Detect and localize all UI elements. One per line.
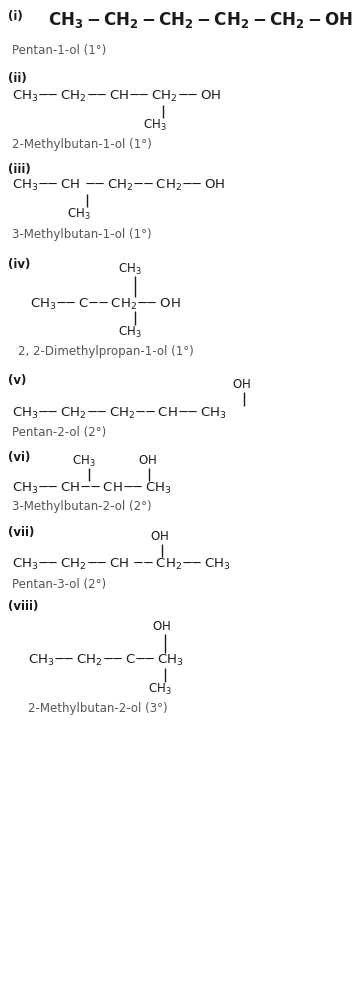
Text: $\mathrm{OH}$: $\mathrm{OH}$ (152, 620, 171, 633)
Text: $\mathrm{CH_3{-\!\!-}CH{-\!\!-}CH{-\!\!-}CH_3}$: $\mathrm{CH_3{-\!\!-}CH{-\!\!-}CH{-\!\!-… (12, 481, 172, 496)
Text: Pentan-1-ol (1°): Pentan-1-ol (1°) (12, 44, 106, 57)
Text: $\mathrm{OH}$: $\mathrm{OH}$ (150, 530, 169, 543)
Text: $\mathrm{CH_3}$: $\mathrm{CH_3}$ (118, 325, 142, 341)
Text: $\mathrm{CH_3}$: $\mathrm{CH_3}$ (148, 682, 172, 697)
Text: $\mathrm{CH_3{-\!\!-}CH_2{-\!\!-}CH{-\!\!-}CH_2{-\!\!-}OH}$: $\mathrm{CH_3{-\!\!-}CH_2{-\!\!-}CH{-\!\… (12, 89, 221, 104)
Text: $\mathrm{CH_3}$: $\mathrm{CH_3}$ (118, 262, 142, 277)
Text: (iii): (iii) (8, 163, 31, 176)
Text: (i): (i) (8, 10, 23, 23)
Text: (vi): (vi) (8, 451, 30, 464)
Text: (v): (v) (8, 374, 26, 387)
Text: 3-Methylbutan-2-ol (2°): 3-Methylbutan-2-ol (2°) (12, 500, 152, 513)
Text: $\mathbf{CH_3-CH_2-CH_2-CH_2-CH_2-OH}$: $\mathbf{CH_3-CH_2-CH_2-CH_2-CH_2-OH}$ (48, 10, 353, 30)
Text: 3-Methylbutan-1-ol (1°): 3-Methylbutan-1-ol (1°) (12, 228, 152, 241)
Text: Pentan-3-ol (2°): Pentan-3-ol (2°) (12, 578, 106, 591)
Text: $\mathrm{CH_3{-\!\!-}CH\ {-\!\!-}CH_2{-\!\!-}CH_2{-\!\!-}OH}$: $\mathrm{CH_3{-\!\!-}CH\ {-\!\!-}CH_2{-\… (12, 178, 226, 193)
Text: (vii): (vii) (8, 526, 34, 539)
Text: (viii): (viii) (8, 600, 38, 613)
Text: 2-Methylbutan-2-ol (3°): 2-Methylbutan-2-ol (3°) (28, 702, 168, 715)
Text: $\mathrm{CH_3}$: $\mathrm{CH_3}$ (67, 207, 91, 222)
Text: Pentan-2-ol (2°): Pentan-2-ol (2°) (12, 426, 106, 439)
Text: $\mathrm{CH_3}$: $\mathrm{CH_3}$ (72, 454, 96, 469)
Text: $\mathrm{OH}$: $\mathrm{OH}$ (232, 378, 251, 391)
Text: $\mathrm{CH_3{-\!\!-}CH_2{-\!\!-}C{-\!\!-}CH_3}$: $\mathrm{CH_3{-\!\!-}CH_2{-\!\!-}C{-\!\!… (28, 653, 184, 668)
Text: $\mathrm{CH_3{-\!\!-}CH_2{-\!\!-}CH_2{-\!\!-}CH{-\!\!-}CH_3}$: $\mathrm{CH_3{-\!\!-}CH_2{-\!\!-}CH_2{-\… (12, 406, 227, 421)
Text: 2-Methylbutan-1-ol (1°): 2-Methylbutan-1-ol (1°) (12, 138, 152, 151)
Text: $\mathrm{CH_3}$: $\mathrm{CH_3}$ (143, 118, 167, 133)
Text: $\mathrm{CH_3{-\!\!-}CH_2{-\!\!-}CH\ {-\!\!-}CH_2{-\!\!-}CH_3}$: $\mathrm{CH_3{-\!\!-}CH_2{-\!\!-}CH\ {-\… (12, 557, 231, 572)
Text: (ii): (ii) (8, 72, 27, 85)
Text: (iv): (iv) (8, 258, 30, 271)
Text: $\mathrm{CH_3{-\!\!-}C{-\!\!-}CH_2{-\!\!-}OH}$: $\mathrm{CH_3{-\!\!-}C{-\!\!-}CH_2{-\!\!… (30, 297, 180, 312)
Text: $\mathrm{OH}$: $\mathrm{OH}$ (138, 454, 157, 467)
Text: 2, 2-Dimethylpropan-1-ol (1°): 2, 2-Dimethylpropan-1-ol (1°) (18, 345, 194, 358)
